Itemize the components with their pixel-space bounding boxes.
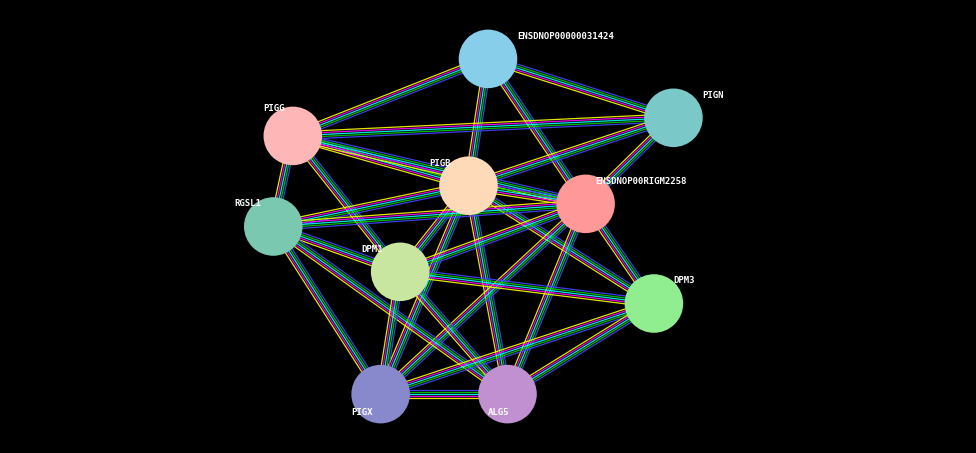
Text: PIGX: PIGX [351,408,373,417]
Ellipse shape [244,197,303,256]
Ellipse shape [644,88,703,147]
Text: PIGG: PIGG [264,104,285,113]
Text: PIGB: PIGB [429,159,451,168]
Ellipse shape [625,274,683,333]
Text: ENSDNOP00RIGM2258: ENSDNOP00RIGM2258 [595,177,687,186]
Text: RGSL1: RGSL1 [234,199,262,208]
Ellipse shape [459,29,517,88]
Text: DPM1: DPM1 [361,245,383,254]
Ellipse shape [351,365,410,424]
Ellipse shape [264,106,322,165]
Text: ALG5: ALG5 [488,408,509,417]
Text: PIGN: PIGN [703,91,724,100]
Ellipse shape [439,156,498,215]
Text: DPM3: DPM3 [673,276,695,285]
Text: ENSDNOP00000031424: ENSDNOP00000031424 [517,32,614,41]
Ellipse shape [556,174,615,233]
Ellipse shape [371,242,429,301]
Ellipse shape [478,365,537,424]
